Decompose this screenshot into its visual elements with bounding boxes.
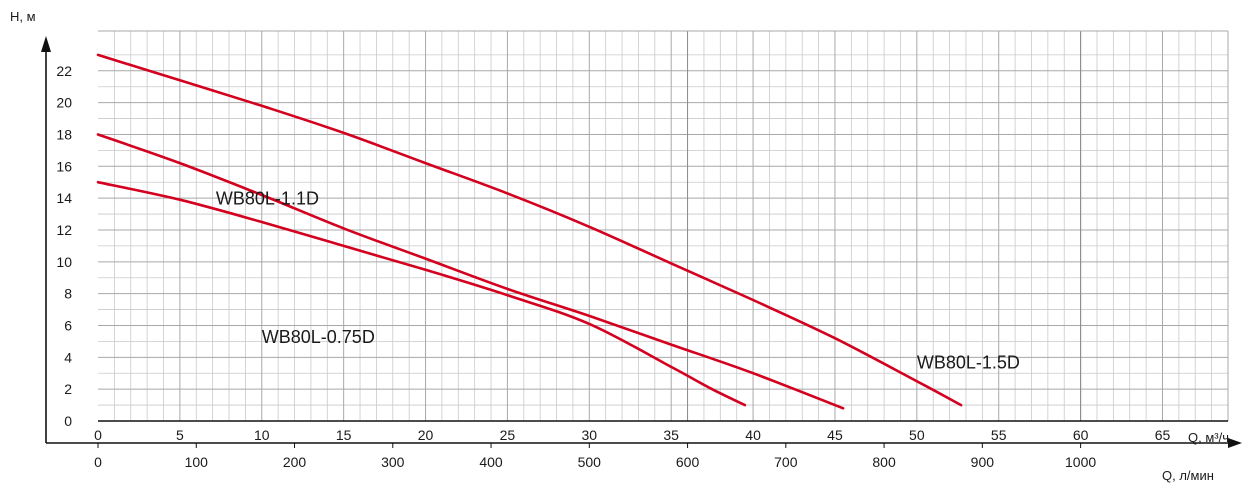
x2-tick-label: 0 [94, 454, 102, 470]
y-tick-label: 14 [56, 190, 72, 206]
y-tick-label: 4 [64, 349, 72, 365]
x-tick-label: 60 [1073, 427, 1089, 443]
x-tick-label: 50 [909, 427, 925, 443]
x-tick-label: 25 [500, 427, 516, 443]
curve-label-wb80l-1-1d: WB80L-1.1D [216, 189, 319, 209]
series-layer [96, 53, 963, 410]
x-tick-label: 65 [1155, 427, 1171, 443]
y-tick-labels: 0 2 4 6 8 10 12 14 16 18 20 22 [56, 63, 72, 429]
x2-tick-label: 700 [774, 454, 798, 470]
y-axis-label: H, м [10, 9, 36, 24]
y-tick-label: 22 [56, 63, 72, 79]
y-tick-label: 20 [56, 95, 72, 111]
series-line-wb80l-1-1d [96, 133, 845, 410]
y-tick-label: 2 [64, 381, 72, 397]
y-tick-label: 12 [56, 222, 72, 238]
y-tick-label: 6 [64, 317, 72, 333]
x-tick-label: 55 [991, 427, 1007, 443]
x2-tick-label: 400 [479, 454, 503, 470]
y-tick-label: 8 [64, 286, 72, 302]
x2-tick-label: 1000 [1065, 454, 1096, 470]
x2-tick-label: 300 [381, 454, 405, 470]
x-tick-label: 35 [663, 427, 679, 443]
x-tick-label: 20 [418, 427, 434, 443]
x-tick-label: 40 [745, 427, 761, 443]
x-tick-label: 5 [176, 427, 184, 443]
x2-tick-label: 200 [283, 454, 307, 470]
x2-tick-label: 600 [676, 454, 700, 470]
x2-tick-label: 800 [872, 454, 896, 470]
x-tick-label: 0 [94, 427, 102, 443]
y-tick-label: 18 [56, 126, 72, 142]
x-tick-labels: 0 5 10 15 20 25 30 35 40 45 50 55 60 65 [94, 427, 1170, 443]
x-tick-label: 45 [827, 427, 843, 443]
x2-tick-labels: 0 100 200 300 400 500 600 700 800 900 1000 [94, 443, 1096, 470]
y-axis-arrow [41, 36, 51, 52]
series-line-wb80l-1-5d [96, 53, 963, 407]
x-axis-label: Q, м³/ч [1188, 430, 1229, 445]
x2-tick-label: 500 [578, 454, 602, 470]
x-tick-label: 30 [582, 427, 598, 443]
series-line-wb80l-0-75d [96, 180, 747, 407]
x-tick-label: 10 [254, 427, 270, 443]
y-tick-label: 10 [56, 254, 72, 270]
axes [41, 30, 1242, 448]
x2-tick-label: 900 [971, 454, 995, 470]
curve-labels: WB80L-0.75D WB80L-1.1D WB80L-1.5D [216, 189, 1020, 373]
y-tick-label: 16 [56, 158, 72, 174]
curve-label-wb80l-1-5d: WB80L-1.5D [917, 352, 1020, 372]
grid-major [98, 31, 1228, 421]
x2-tick-label: 100 [185, 454, 209, 470]
y-tick-label: 0 [64, 413, 72, 429]
x2-axis-arrow [1228, 438, 1242, 448]
x2-axis-label: Q, л/мин [1162, 468, 1214, 483]
x-tick-label: 15 [336, 427, 352, 443]
curve-label-wb80l-0-75d: WB80L-0.75D [262, 327, 375, 347]
